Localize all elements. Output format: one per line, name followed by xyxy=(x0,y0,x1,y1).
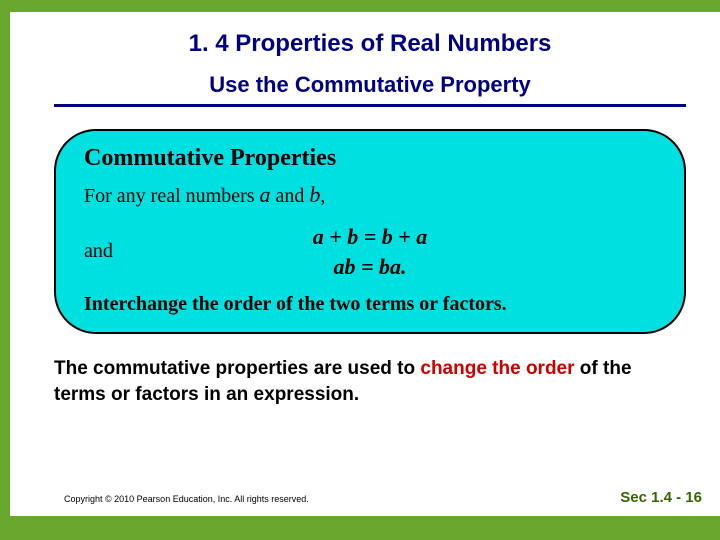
box-heading: Commutative Properties xyxy=(84,145,656,172)
intro-suffix: , xyxy=(320,185,325,207)
box-footer: Interchange the order of the two terms o… xyxy=(84,293,656,316)
equations: a + b = b + a ab = ba. xyxy=(204,222,656,281)
summary-part1: The commutative properties are used to xyxy=(54,358,420,379)
slide-content: 1. 4 Properties of Real Numbers Use the … xyxy=(10,12,720,516)
intro-mid: and xyxy=(271,185,310,207)
top-accent-bar xyxy=(0,0,720,12)
bottom-accent-bar xyxy=(0,516,720,540)
slide-subtitle: Use the Commutative Property xyxy=(50,72,690,98)
summary-highlight: change the order xyxy=(420,358,574,379)
left-accent-bar xyxy=(0,12,10,516)
var-b: b xyxy=(309,182,320,207)
summary-text: The commutative properties are used to c… xyxy=(54,356,686,407)
intro-prefix: For any real numbers xyxy=(84,185,260,207)
and-label: and xyxy=(84,240,204,263)
slide-title: 1. 4 Properties of Real Numbers xyxy=(50,30,690,58)
title-rule xyxy=(54,104,686,107)
copyright-text: Copyright © 2010 Pearson Education, Inc.… xyxy=(64,494,309,504)
property-box: Commutative Properties For any real numb… xyxy=(54,129,686,334)
equation-1: a + b = b + a xyxy=(204,222,536,252)
equation-2: ab = ba. xyxy=(204,252,536,282)
box-intro: For any real numbers a and b, xyxy=(84,182,656,208)
var-a: a xyxy=(260,182,271,207)
equation-row: and a + b = b + a ab = ba. xyxy=(84,222,656,281)
page-number: Sec 1.4 - 16 xyxy=(620,489,702,506)
